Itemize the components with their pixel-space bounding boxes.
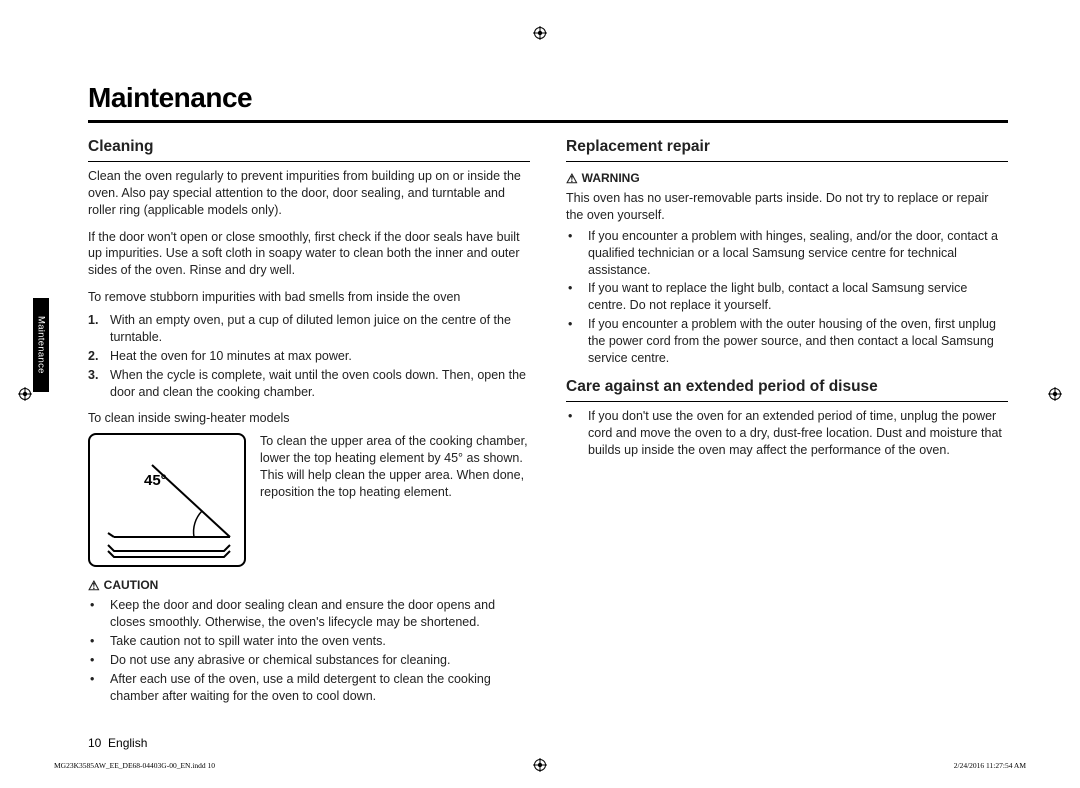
footer-datetime: 2/24/2016 11:27:54 AM: [954, 761, 1026, 770]
page-lang: English: [108, 736, 147, 750]
step-num: 2.: [88, 348, 110, 365]
left-column: Cleaning Clean the oven regularly to pre…: [88, 137, 530, 715]
registration-mark-icon: [533, 758, 547, 772]
subhead-swing: To clean inside swing-heater models: [88, 410, 530, 427]
care-list: •If you don't use the oven for an extend…: [566, 408, 1008, 459]
care-text: If you don't use the oven for an extende…: [588, 408, 1008, 459]
warning-label: WARNING: [582, 170, 640, 186]
caution-text: After each use of the oven, use a mild d…: [110, 671, 530, 705]
bullet-icon: •: [566, 228, 588, 279]
cleaning-para-2: If the door won't open or close smoothly…: [88, 229, 530, 280]
swing-heater-text: To clean the upper area of the cooking c…: [260, 433, 530, 501]
page-title: Maintenance: [88, 82, 1008, 123]
caution-item: •Keep the door and door sealing clean an…: [88, 597, 530, 631]
bullet-icon: •: [566, 316, 588, 367]
warning-list: •If you encounter a problem with hinges,…: [566, 228, 1008, 367]
swing-heater-row: 45° To clean the upper area of the cooki…: [88, 433, 530, 567]
subhead-stubborn: To remove stubborn impurities with bad s…: [88, 289, 530, 306]
footer-page-lang: 10 English: [88, 736, 147, 750]
page-content: Maintenance Cleaning Clean the oven regu…: [88, 82, 1008, 715]
caution-text: Take caution not to spill water into the…: [110, 633, 386, 650]
svg-text:45°: 45°: [144, 472, 167, 489]
bullet-icon: •: [88, 597, 110, 631]
warning-text: If you encounter a problem with hinges, …: [588, 228, 1008, 279]
footer-filename: MG23K3585AW_EE_DE68-04403G-00_EN.indd 10: [54, 761, 215, 770]
warning-item: •If you encounter a problem with the out…: [566, 316, 1008, 367]
step-text: Heat the oven for 10 minutes at max powe…: [110, 348, 352, 365]
section-care: Care against an extended period of disus…: [566, 377, 1008, 402]
step-num: 3.: [88, 367, 110, 401]
caution-item: •Take caution not to spill water into th…: [88, 633, 530, 650]
caution-item: •Do not use any abrasive or chemical sub…: [88, 652, 530, 669]
bullet-icon: •: [88, 652, 110, 669]
step-3: 3.When the cycle is complete, wait until…: [88, 367, 530, 401]
registration-mark-icon: [18, 387, 32, 401]
bullet-icon: •: [566, 408, 588, 459]
section-cleaning: Cleaning: [88, 137, 530, 162]
step-text: When the cycle is complete, wait until t…: [110, 367, 530, 401]
step-1: 1.With an empty oven, put a cup of dilut…: [88, 312, 530, 346]
caution-text: Do not use any abrasive or chemical subs…: [110, 652, 450, 669]
care-item: •If you don't use the oven for an extend…: [566, 408, 1008, 459]
section-replacement: Replacement repair: [566, 137, 1008, 162]
page-number: 10: [88, 736, 101, 750]
side-tab-maintenance: Maintenance: [33, 298, 49, 392]
caution-heading: ⚠ CAUTION: [88, 577, 530, 593]
bullet-icon: •: [88, 633, 110, 650]
right-column: Replacement repair ⚠ WARNING This oven h…: [566, 137, 1008, 715]
two-column-layout: Cleaning Clean the oven regularly to pre…: [88, 137, 1008, 715]
bullet-icon: •: [88, 671, 110, 705]
warning-item: •If you encounter a problem with hinges,…: [566, 228, 1008, 279]
step-2: 2.Heat the oven for 10 minutes at max po…: [88, 348, 530, 365]
cleaning-para-1: Clean the oven regularly to prevent impu…: [88, 168, 530, 219]
caution-label: CAUTION: [104, 577, 159, 593]
warning-text: If you want to replace the light bulb, c…: [588, 280, 1008, 314]
warning-item: •If you want to replace the light bulb, …: [566, 280, 1008, 314]
warning-heading: ⚠ WARNING: [566, 170, 1008, 186]
step-num: 1.: [88, 312, 110, 346]
bullet-icon: •: [566, 280, 588, 314]
swing-heater-diagram: 45°: [88, 433, 246, 567]
registration-mark-icon: [1048, 387, 1062, 401]
caution-text: Keep the door and door sealing clean and…: [110, 597, 530, 631]
warning-para: This oven has no user-removable parts in…: [566, 190, 1008, 224]
step-text: With an empty oven, put a cup of diluted…: [110, 312, 530, 346]
warning-icon: ⚠: [566, 172, 578, 185]
caution-list: •Keep the door and door sealing clean an…: [88, 597, 530, 704]
warning-text: If you encounter a problem with the oute…: [588, 316, 1008, 367]
registration-mark-icon: [533, 26, 547, 40]
caution-icon: ⚠: [88, 579, 100, 592]
caution-item: •After each use of the oven, use a mild …: [88, 671, 530, 705]
stubborn-steps: 1.With an empty oven, put a cup of dilut…: [88, 312, 530, 400]
